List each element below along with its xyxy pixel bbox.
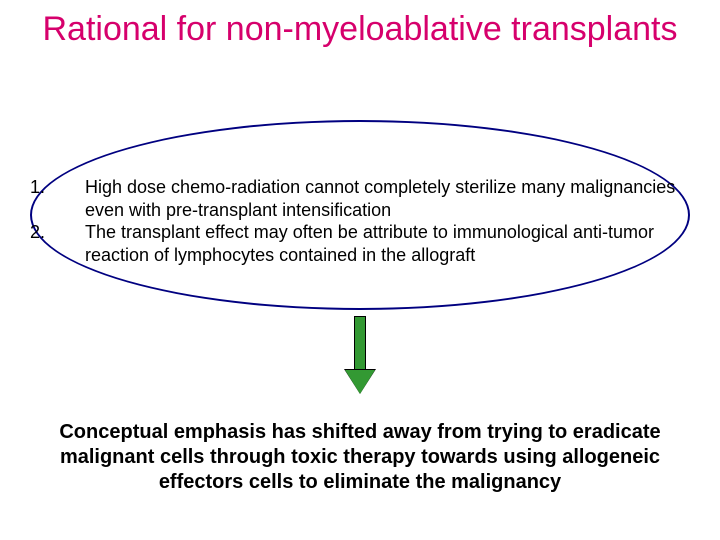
down-arrow-icon xyxy=(345,316,375,396)
list-number: 2. xyxy=(30,221,85,266)
list-text: The transplant effect may often be attri… xyxy=(85,221,710,266)
list-number: 1. xyxy=(30,176,85,221)
list-text: High dose chemo-radiation cannot complet… xyxy=(85,176,710,221)
slide-title: Rational for non-myeloablative transplan… xyxy=(0,0,720,49)
list-item: 1. High dose chemo-radiation cannot comp… xyxy=(30,176,710,221)
rationale-list: 1. High dose chemo-radiation cannot comp… xyxy=(30,176,710,266)
conclusion-text: Conceptual emphasis has shifted away fro… xyxy=(50,420,670,495)
list-item: 2. The transplant effect may often be at… xyxy=(30,221,710,266)
